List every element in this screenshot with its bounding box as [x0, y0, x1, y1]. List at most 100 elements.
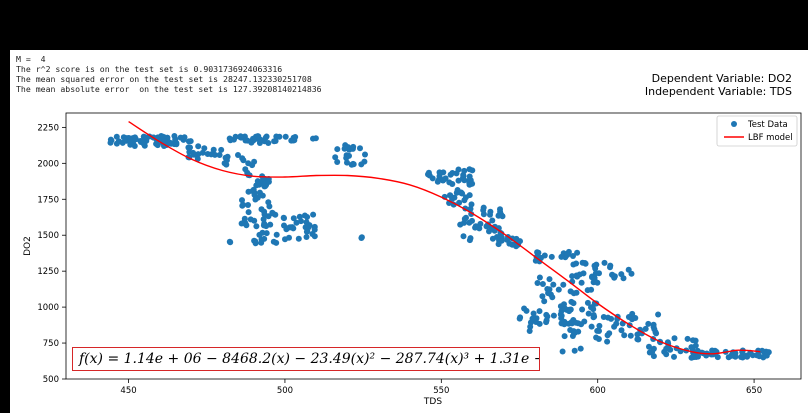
data-point — [249, 162, 256, 169]
data-point — [453, 170, 460, 177]
data-point — [588, 323, 595, 330]
data-point — [579, 306, 586, 313]
data-point — [310, 211, 317, 218]
data-point — [469, 167, 476, 174]
plot-area-frame — [65, 112, 802, 380]
data-point — [506, 240, 513, 247]
independent-variable-label: Independent Variable: TDS — [644, 85, 792, 98]
data-point — [607, 264, 613, 271]
console-line-mae: The mean absolute error on the test set … — [16, 84, 322, 94]
x-tick-label: 600 — [590, 386, 606, 396]
data-point — [262, 134, 269, 141]
data-point — [227, 239, 234, 246]
legend-label-lbf-model: LBF model — [748, 133, 793, 143]
data-point — [283, 226, 290, 233]
data-point — [671, 335, 678, 342]
data-point — [271, 138, 278, 145]
data-point — [594, 327, 601, 334]
data-point — [632, 315, 639, 321]
data-point — [153, 140, 160, 147]
data-point — [543, 311, 550, 318]
data-point — [258, 206, 265, 213]
data-point — [265, 178, 272, 185]
data-point — [521, 305, 528, 312]
data-point — [223, 161, 230, 168]
data-point — [725, 354, 732, 361]
data-point — [255, 133, 262, 140]
data-point — [604, 338, 611, 345]
data-point — [541, 252, 548, 259]
data-point — [738, 354, 744, 360]
data-point — [650, 321, 657, 328]
data-point — [653, 330, 660, 337]
data-point — [608, 315, 615, 322]
data-point — [628, 270, 635, 277]
data-point — [454, 187, 461, 193]
data-point — [469, 180, 476, 187]
data-point — [592, 270, 599, 277]
data-point — [604, 332, 611, 339]
data-point — [447, 192, 454, 199]
data-point — [534, 280, 541, 286]
data-point — [763, 352, 770, 359]
fit-line-layer — [128, 121, 761, 355]
data-point — [457, 221, 464, 228]
data-point — [239, 197, 245, 204]
data-point — [526, 328, 533, 334]
data-point — [301, 212, 308, 219]
data-point — [495, 212, 502, 219]
data-point — [536, 320, 543, 327]
data-point — [455, 177, 462, 184]
data-point — [295, 235, 302, 242]
data-point — [543, 317, 550, 324]
y-axis-label: DO2 — [23, 236, 33, 256]
data-point — [334, 159, 341, 165]
data-point — [140, 138, 146, 145]
data-point — [759, 347, 766, 354]
data-point — [559, 348, 566, 355]
data-point — [650, 353, 657, 360]
data-point — [646, 343, 652, 350]
data-point — [334, 146, 341, 153]
console-line-m: M = 4 — [16, 54, 46, 64]
data-point — [267, 221, 274, 228]
data-point — [548, 253, 555, 260]
data-point — [570, 300, 577, 307]
data-point — [477, 220, 484, 227]
y-tick-label: 1500 — [37, 231, 59, 241]
data-point — [486, 228, 492, 235]
data-point — [357, 145, 363, 152]
data-point — [466, 219, 473, 226]
data-point — [684, 335, 691, 342]
y-tick-label: 2250 — [37, 123, 59, 133]
data-point — [561, 333, 568, 340]
data-point — [270, 210, 276, 217]
data-point — [555, 286, 562, 293]
data-point — [590, 312, 597, 318]
data-point — [194, 155, 201, 162]
data-point — [425, 171, 431, 178]
x-axis: 450 500 550 600 650 — [120, 379, 762, 396]
console-line-mse: The mean squared error on the test set i… — [16, 74, 312, 84]
data-point — [574, 249, 581, 256]
legend: Test Data LBF model — [716, 115, 798, 147]
x-tick-label: 550 — [433, 386, 449, 396]
legend-box — [716, 115, 798, 147]
y-tick-label: 1000 — [37, 303, 59, 313]
data-point — [577, 345, 584, 352]
data-point — [456, 199, 463, 206]
data-point — [569, 273, 576, 280]
legend-label-test-data: Test Data — [747, 120, 788, 130]
data-point — [695, 353, 701, 360]
data-point — [245, 202, 251, 208]
equation-box: f(x) = 1.14e + 06 − 8468.2(x) − 23.49(x)… — [72, 347, 540, 371]
data-point — [293, 219, 300, 226]
data-point — [332, 154, 339, 161]
data-point — [459, 190, 466, 197]
x-tick-label: 450 — [120, 386, 136, 396]
data-point — [536, 274, 543, 281]
data-point — [645, 320, 652, 327]
data-point — [171, 133, 178, 139]
data-point — [226, 135, 233, 142]
data-point — [266, 203, 273, 210]
